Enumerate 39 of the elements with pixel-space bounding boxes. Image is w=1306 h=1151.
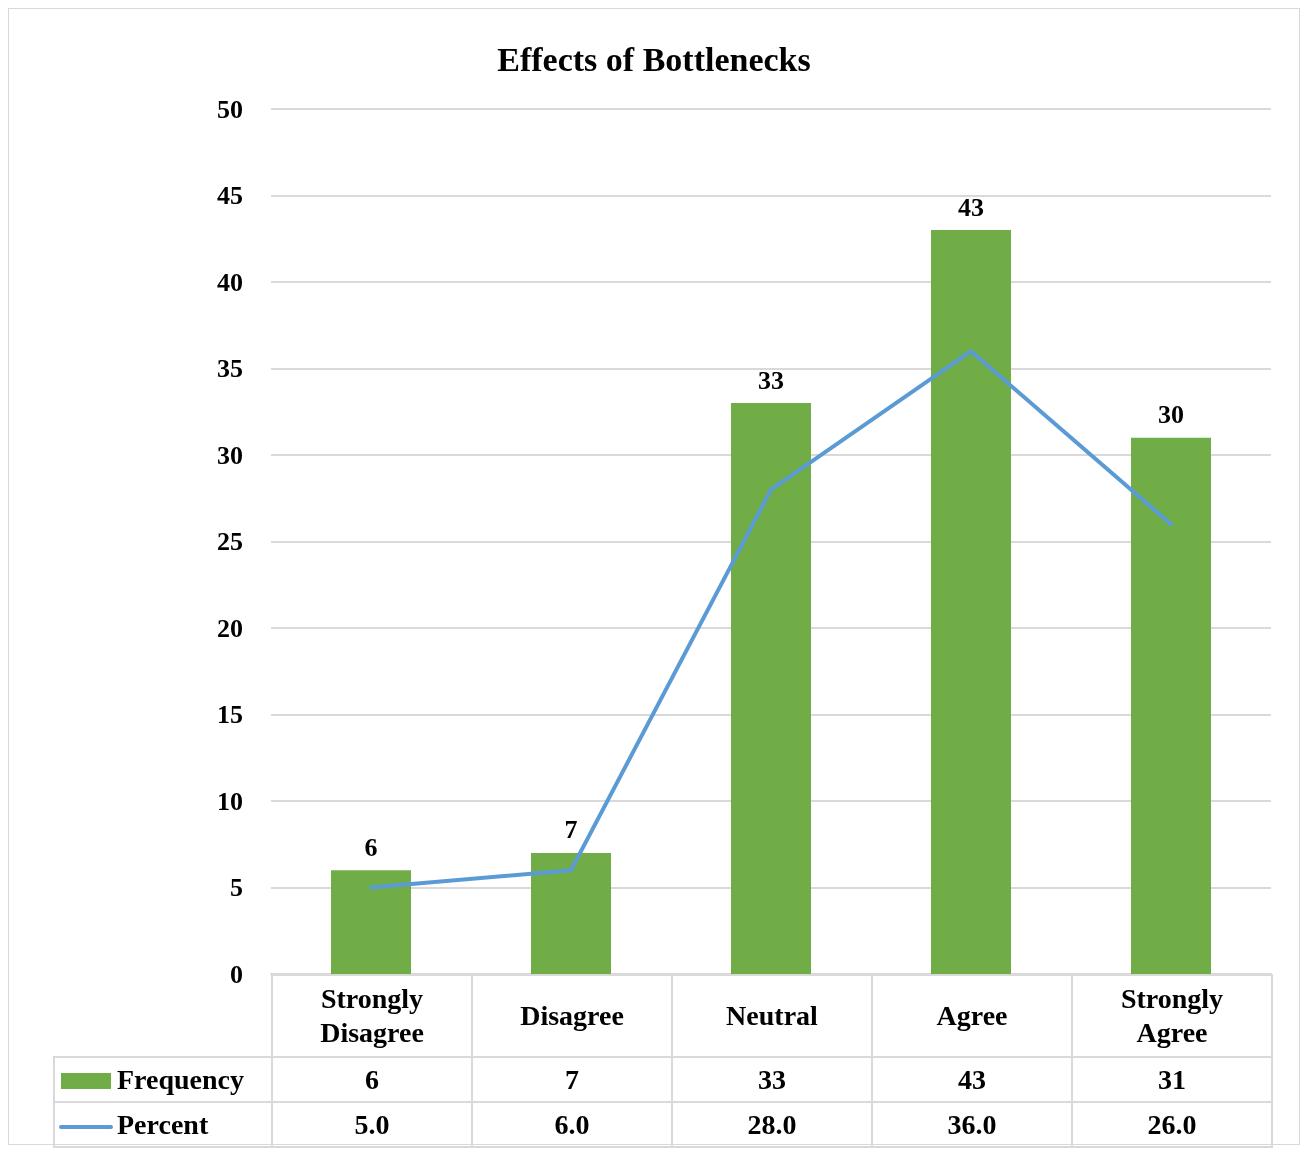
y-tick-label: 50 [217, 94, 243, 124]
data-label: 26.0 [1072, 1102, 1272, 1147]
y-tick-label: 5 [230, 873, 243, 902]
x-tick-label: Disagree [472, 975, 672, 1057]
data-label: 7 [472, 1057, 672, 1102]
x-tick-label: Strongly Disagree [272, 975, 472, 1057]
data-label: 6.0 [472, 1102, 672, 1147]
legend-label: Frequency [54, 1057, 272, 1102]
text: 43 [958, 192, 984, 222]
y-tick-label: 45 [217, 181, 243, 210]
text: 33 [758, 365, 784, 395]
data-label: 33 [672, 1057, 872, 1102]
x-tick-label: Strongly Agree [1072, 975, 1272, 1057]
x-tick-label: Agree [872, 975, 1072, 1057]
annotation: 30 [1158, 400, 1184, 430]
chart-title: Effects of Bottlenecks [497, 40, 811, 78]
legend-label: Percent [54, 1102, 272, 1147]
x-tick-label: Neutral [672, 975, 872, 1057]
data-label: 5.0 [272, 1102, 472, 1147]
y-tick-label: 30 [217, 440, 243, 470]
y-tick-label: 40 [217, 267, 243, 297]
text: 6 [364, 832, 378, 862]
bar [731, 403, 811, 974]
data-label: 43 [872, 1057, 1072, 1102]
y-tick-label: 10 [217, 786, 243, 816]
data-label: 31 [1072, 1057, 1272, 1102]
y-tick-label: 0 [230, 959, 243, 989]
bar [531, 852, 611, 974]
data-label: 28.0 [672, 1102, 872, 1147]
y-tick-label: 35 [217, 354, 243, 383]
bar [931, 230, 1011, 974]
bar [1131, 437, 1211, 974]
data-label: 36.0 [872, 1102, 1072, 1147]
y-tick-label: 15 [217, 700, 243, 729]
data-label: 6 [272, 1057, 472, 1102]
y-tick-label: 20 [217, 613, 243, 643]
text: 7 [564, 815, 578, 845]
bar [331, 870, 411, 974]
y-tick-label: 25 [217, 527, 243, 556]
